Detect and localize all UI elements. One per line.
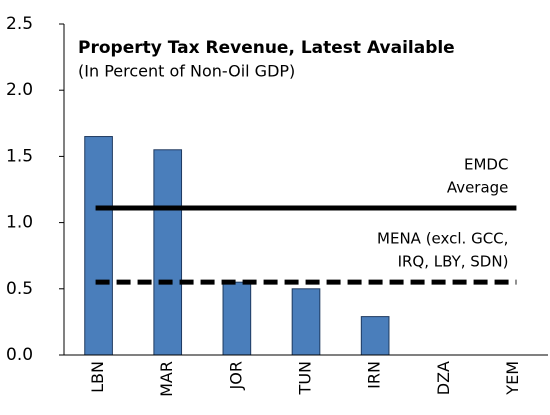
reference-label: MENA (excl. GCC, xyxy=(377,230,508,248)
bar xyxy=(222,281,252,356)
x-tick-label: IRN xyxy=(365,361,384,389)
x-tick-label: TUN xyxy=(296,361,315,395)
chart-title: Property Tax Revenue, Latest Available xyxy=(78,38,455,58)
y-tick-label: 2.0 xyxy=(6,80,33,100)
x-tick-label: LBN xyxy=(88,361,107,393)
bar xyxy=(153,149,183,356)
reference-label: Average xyxy=(447,179,509,197)
reference-label: EMDC xyxy=(464,156,508,174)
bar xyxy=(84,136,113,356)
x-tick-label: YEM xyxy=(503,361,522,396)
y-tick-label: 0.0 xyxy=(6,345,33,365)
x-tick-label: JOR xyxy=(226,361,245,390)
y-tick-label: 1.0 xyxy=(6,213,33,233)
y-tick-label: 2.5 xyxy=(6,14,33,34)
y-tick-label: 0.5 xyxy=(6,279,33,299)
x-tick-label: MAR xyxy=(157,361,176,397)
chart-subtitle: (In Percent of Non-Oil GDP) xyxy=(78,62,295,81)
reference-label: IRQ, LBY, SDN) xyxy=(398,253,509,271)
bar xyxy=(291,288,321,356)
bar xyxy=(360,316,390,356)
y-tick-label: 1.5 xyxy=(6,146,33,166)
x-tick-label: DZA xyxy=(434,361,453,395)
